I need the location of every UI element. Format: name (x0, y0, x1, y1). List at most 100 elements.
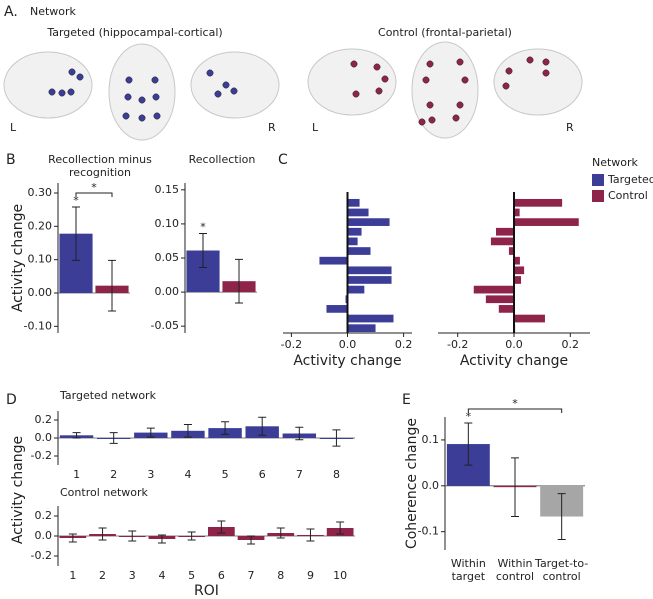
legend-swatch (592, 190, 604, 202)
legend-swatch (592, 174, 604, 186)
roi-dot (456, 58, 464, 66)
roi-dot (153, 112, 161, 120)
y-axis-label: Activity change (10, 204, 26, 312)
error-bar (146, 427, 155, 438)
panel-label: D (6, 392, 17, 408)
significance-bracket (75, 192, 113, 197)
x-tick-label: 8 (277, 569, 284, 582)
chart-title: Targeted network (59, 389, 157, 402)
roi-dot (381, 75, 389, 83)
roi-dot (152, 93, 160, 101)
y-tick-label: 0.10 (155, 217, 180, 230)
bar (514, 256, 520, 265)
roi-dot (452, 114, 460, 122)
significance-star: * (73, 194, 79, 207)
y-tick-label: 0.0 (35, 431, 53, 444)
x-axis-label: Activity change (460, 353, 568, 369)
panel-label: C (278, 152, 288, 168)
y-tick-label: -0.05 (151, 319, 179, 332)
error-bar (157, 534, 166, 544)
error-bar (306, 528, 315, 542)
x-tick-label: 3 (147, 468, 154, 481)
significance-star: * (512, 397, 518, 410)
roi-dot (230, 87, 238, 95)
x-tick-label: Within control (496, 557, 534, 583)
error-bar (511, 457, 519, 518)
roi-dot (505, 67, 513, 75)
y-tick-label: 0.05 (155, 251, 180, 264)
roi-dot (122, 112, 130, 120)
x-tick-label: 5 (222, 468, 229, 481)
roi-dot (461, 76, 469, 84)
roi-dot (58, 89, 66, 97)
error-bar (276, 527, 285, 539)
roi-dot (352, 90, 360, 98)
bar (347, 266, 392, 275)
y-axis-label: Activity change (10, 436, 26, 544)
x-tick-label: 6 (218, 569, 225, 582)
chart-title: Recollection minus recognition (48, 153, 152, 179)
x-tick-label: Target-to-control (534, 557, 588, 583)
x-tick-label: 0.2 (395, 338, 413, 351)
x-tick-label: 8 (333, 468, 340, 481)
bar (514, 266, 525, 275)
legend-label: Targeted (607, 173, 653, 186)
x-tick-label: 0.2 (562, 338, 580, 351)
bar (347, 285, 365, 294)
bar (498, 305, 514, 313)
x-tick-label: 5 (188, 569, 195, 582)
roi-dot (418, 118, 426, 126)
significance-star: * (91, 181, 97, 194)
chart-title: Recollection (189, 153, 256, 166)
x-tick-label: 4 (158, 569, 165, 582)
error-bar (336, 521, 345, 535)
bar (514, 314, 545, 323)
roi-dot (48, 88, 56, 96)
bar (514, 208, 520, 217)
panel-label: A. (4, 4, 18, 20)
x-tick-label: 6 (259, 468, 266, 481)
hemisphere-label: L (312, 121, 319, 134)
roi-dot (502, 82, 510, 90)
bar (347, 198, 360, 207)
roi-dot (542, 69, 550, 77)
bar (490, 237, 514, 246)
error-bar (247, 535, 256, 545)
x-tick-label: -0.2 (281, 338, 302, 351)
bar (485, 295, 514, 304)
roi-dot (542, 58, 550, 66)
error-bar (98, 527, 107, 541)
bar (319, 256, 348, 265)
chart-title: Control network (60, 486, 149, 499)
significance-star: * (200, 220, 206, 233)
error-bar (557, 493, 566, 540)
roi-dot (138, 96, 146, 104)
y-tick-label: 0.10 (28, 253, 53, 266)
brain-left-view (307, 48, 397, 116)
brain-right-view (493, 48, 583, 116)
y-tick-label: -0.2 (31, 449, 52, 462)
brain-left-view (3, 51, 93, 119)
x-tick-label: 1 (73, 468, 80, 481)
roi-dot (214, 90, 222, 98)
roi-dot (526, 56, 534, 64)
group-title: Control (frontal-parietal) (378, 26, 512, 39)
x-tick-label: 9 (307, 569, 314, 582)
y-tick-label: 0.2 (35, 413, 53, 426)
x-axis-label: ROI (194, 583, 219, 599)
y-tick-label: -0.1 (418, 525, 439, 538)
roi-dot (206, 69, 214, 77)
bar (347, 247, 371, 255)
error-bar (332, 429, 341, 447)
roi-dot (124, 93, 132, 101)
hemisphere-label: R (566, 121, 574, 134)
bar (514, 276, 522, 284)
bar (347, 218, 390, 226)
x-tick-label: 2 (110, 468, 117, 481)
error-bar (235, 258, 243, 304)
x-tick-label: 1 (69, 569, 76, 582)
bar (347, 324, 376, 333)
error-bar (295, 426, 304, 441)
error-bar (72, 206, 80, 261)
